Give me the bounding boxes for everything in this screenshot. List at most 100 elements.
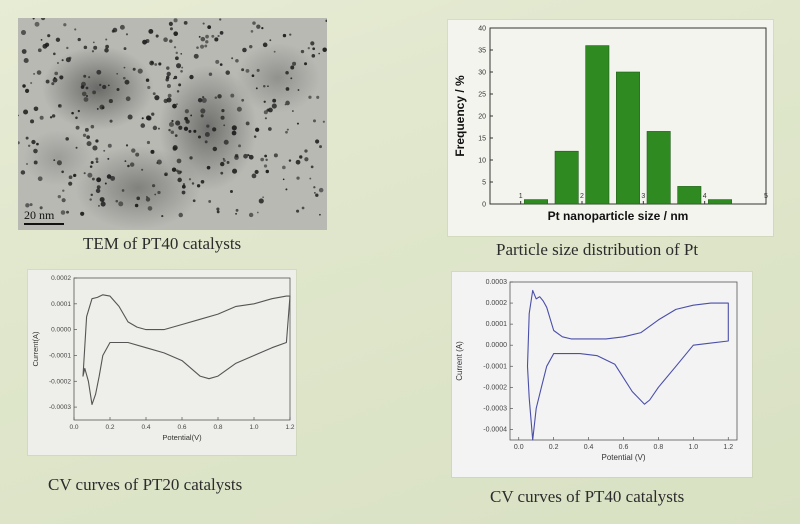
x-tick-label: 0.4	[584, 444, 594, 451]
nanoparticle-dot	[282, 33, 287, 38]
nanoparticle-dot	[166, 83, 171, 89]
x-tick-label: 0.0	[69, 424, 78, 431]
nanoparticle-dot	[178, 125, 183, 130]
y-tick-label: 35	[478, 48, 486, 55]
nanoparticle-dot	[32, 18, 35, 20]
nanoparticle-dot	[168, 21, 173, 26]
nanoparticle-dot	[322, 120, 325, 123]
y-tick-label: 0.0001	[486, 321, 508, 328]
nanoparticle-dot	[26, 162, 28, 165]
nanoparticle-dot	[65, 57, 71, 63]
y-tick-label: 15	[478, 136, 486, 143]
nanoparticle-dot	[261, 26, 264, 30]
nanoparticle-dot	[310, 165, 314, 169]
nanoparticle-dot	[86, 135, 90, 139]
nanoparticle-dot	[57, 62, 59, 64]
x-tick-label: 0.6	[177, 424, 186, 431]
nanoparticle-dot	[55, 37, 61, 42]
nanoparticle-dot	[104, 48, 109, 53]
nanoparticle-dot	[286, 128, 289, 131]
nanoparticle-dot	[319, 213, 321, 216]
nanoparticle-dot	[180, 52, 183, 55]
nanoparticle-dot	[234, 153, 239, 158]
nanoparticle-dot	[271, 103, 277, 109]
nanoparticle-dot	[238, 144, 241, 148]
nanoparticle-dot	[41, 18, 46, 21]
nanoparticle-dot	[25, 203, 30, 208]
nanoparticle-dot	[109, 119, 113, 123]
nanoparticle-dot	[243, 153, 248, 159]
nanoparticle-dot	[284, 103, 287, 106]
nanoparticle-dot	[71, 111, 74, 115]
nanoparticle-dot	[248, 154, 254, 160]
y-tick-label: -0.0001	[483, 363, 507, 370]
nanoparticle-dot	[172, 103, 177, 109]
nanoparticle-dot	[85, 86, 89, 90]
nanoparticle-dot	[164, 173, 167, 176]
nanoparticle-dot	[296, 209, 300, 213]
nanoparticle-dot	[231, 130, 237, 136]
nanoparticle-dot	[39, 115, 44, 120]
nanoparticle-dot	[124, 79, 130, 85]
nanoparticle-dot	[216, 210, 220, 214]
nanoparticle-dot	[168, 122, 174, 128]
x-tick-label: 0.2	[549, 444, 559, 451]
nanoparticle-dot	[178, 212, 183, 218]
nanoparticle-dot	[220, 161, 225, 167]
nanoparticle-dot	[205, 40, 209, 44]
nanoparticle-dot	[115, 199, 119, 203]
nanoparticle-dot	[288, 159, 292, 162]
nanoparticle-dot	[314, 192, 316, 194]
nanoparticle-dot	[191, 182, 195, 185]
nanoparticle-dot	[44, 42, 50, 47]
nanoparticle-dot	[296, 122, 299, 125]
nanoparticle-dot	[31, 139, 36, 145]
nanoparticle-dot	[60, 210, 66, 215]
x-axis-label: Potential(V)	[162, 433, 202, 442]
nanoparticle-dot	[253, 135, 257, 138]
nanoparticle-dot	[251, 74, 255, 78]
nanoparticle-dot	[311, 54, 316, 58]
nanoparticle-dot	[169, 39, 173, 43]
nanoparticle-dot	[250, 30, 254, 33]
nanoparticle-dot	[202, 22, 205, 25]
nanoparticle-dot	[214, 37, 219, 42]
x-tick-label: 0.2	[105, 424, 114, 431]
nanoparticle-dot	[57, 103, 62, 108]
nanoparticle-dot	[134, 203, 139, 208]
nanoparticle-dot	[299, 155, 303, 159]
x-tick-label: 3	[641, 193, 645, 200]
nanoparticle-dot	[74, 28, 77, 31]
nanoparticle-dot	[183, 126, 189, 131]
nanoparticle-dot	[207, 25, 212, 30]
nanoparticle-dot	[127, 114, 133, 120]
nanoparticle-dot	[154, 193, 157, 196]
nanoparticle-dot	[180, 69, 183, 73]
nanoparticle-dot	[181, 184, 186, 189]
nanoparticle-dot	[232, 168, 238, 174]
nanoparticle-dot	[33, 72, 35, 75]
nanoparticle-dot	[145, 115, 151, 121]
nanoparticle-dot	[175, 56, 179, 61]
nanoparticle-dot	[256, 24, 261, 29]
nanoparticle-dot	[263, 110, 268, 115]
nanoparticle-dot	[103, 149, 106, 152]
nanoparticle-dot	[211, 34, 215, 38]
nanoparticle-dot	[310, 41, 315, 46]
nanoparticle-dot	[145, 78, 150, 82]
nanoparticle-dot	[106, 174, 112, 179]
nanoparticle-dot	[18, 141, 20, 145]
cv-curve	[82, 294, 291, 406]
y-tick-label: 0.0002	[51, 275, 71, 282]
nanoparticle-dot	[290, 77, 293, 80]
x-tick-label: 1.2	[285, 424, 294, 431]
nanoparticle-dot	[188, 129, 192, 133]
nanoparticle-dot	[157, 127, 160, 130]
tem-micrograph	[18, 18, 327, 218]
nanoparticle-dot	[312, 47, 316, 51]
cv40-panel: 0.0003 0.0002 0.0001 0.0000 -0.0001 -0.0002 -0…	[452, 272, 752, 477]
nanoparticle-dot	[219, 63, 223, 66]
nanoparticle-dot	[24, 88, 30, 93]
nanoparticle-dot	[99, 197, 105, 203]
nanoparticle-dot	[110, 175, 116, 181]
